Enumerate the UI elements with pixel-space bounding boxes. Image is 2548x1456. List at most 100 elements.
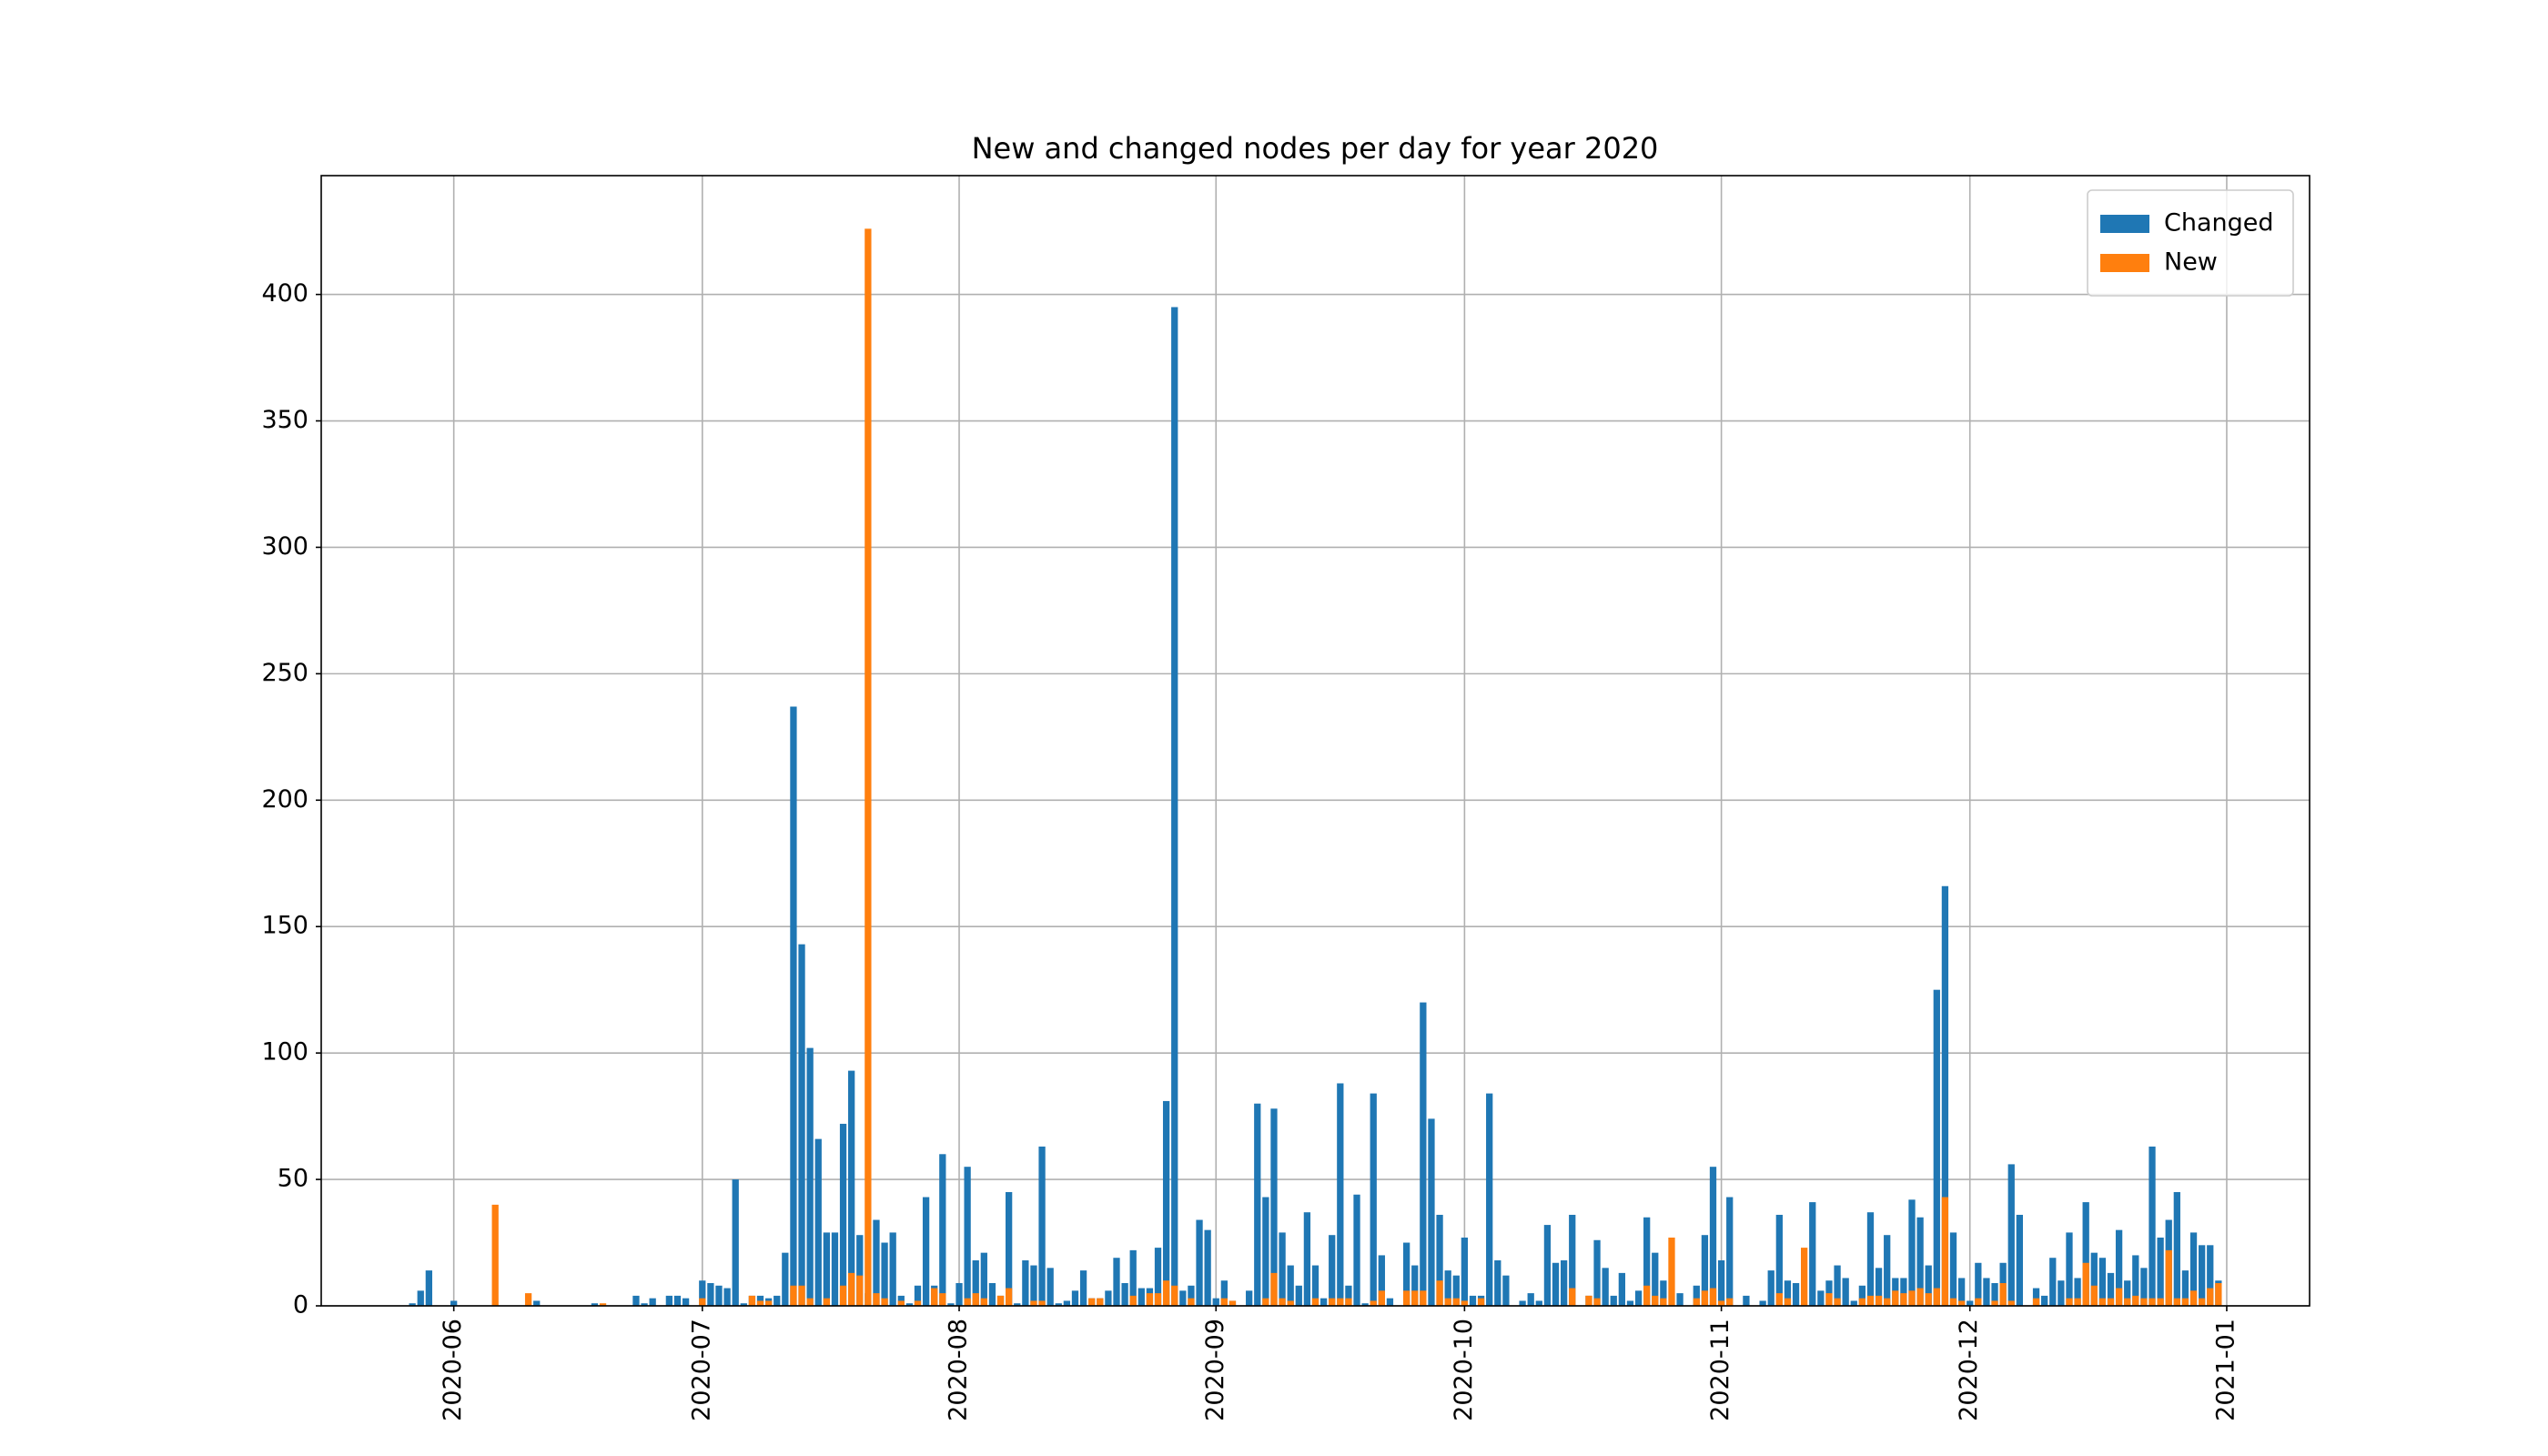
bar bbox=[2140, 1268, 2148, 1306]
bar bbox=[1925, 1265, 1932, 1306]
bar bbox=[1022, 1259, 1029, 1306]
x-tick-label: 2020-11 bbox=[1706, 1319, 1734, 1421]
bar bbox=[1337, 1083, 1344, 1306]
bar bbox=[1643, 1217, 1651, 1306]
bar bbox=[1320, 1298, 1328, 1306]
bar bbox=[1129, 1249, 1137, 1306]
bar bbox=[1378, 1255, 1385, 1306]
bar bbox=[1220, 1280, 1228, 1306]
bar bbox=[1220, 1298, 1228, 1306]
bar bbox=[632, 1295, 640, 1306]
bar bbox=[2173, 1298, 2180, 1306]
bar bbox=[1279, 1298, 1286, 1306]
bar bbox=[1436, 1214, 1443, 1306]
bar bbox=[2181, 1270, 2189, 1306]
bar bbox=[649, 1298, 656, 1306]
bar bbox=[2041, 1295, 2048, 1306]
bar bbox=[665, 1295, 673, 1306]
bar bbox=[764, 1300, 773, 1306]
bar bbox=[2007, 1300, 2015, 1306]
y-tick-label: 300 bbox=[261, 532, 308, 561]
bar bbox=[2090, 1252, 2098, 1306]
legend-label: Changed bbox=[2164, 209, 2274, 238]
bar bbox=[1444, 1270, 1451, 1306]
x-tick-label: 2020-09 bbox=[1201, 1319, 1229, 1421]
bar bbox=[524, 1293, 532, 1306]
bar bbox=[947, 1303, 955, 1306]
bar bbox=[1436, 1280, 1443, 1306]
bar bbox=[1759, 1300, 1766, 1306]
bar bbox=[1634, 1290, 1643, 1306]
bar bbox=[1196, 1219, 1203, 1306]
bar bbox=[2165, 1249, 2172, 1306]
bar bbox=[914, 1300, 922, 1306]
bar bbox=[1154, 1293, 1162, 1306]
chart-title: New and changed nodes per day for year 2… bbox=[972, 131, 1659, 166]
bar bbox=[2032, 1288, 2040, 1306]
bar bbox=[1452, 1275, 1460, 1306]
bar bbox=[839, 1285, 847, 1306]
bar bbox=[450, 1300, 458, 1306]
bar bbox=[756, 1300, 764, 1306]
y-tick-label: 50 bbox=[278, 1165, 308, 1193]
bar bbox=[1866, 1212, 1875, 1306]
bar bbox=[2016, 1214, 2023, 1306]
bar bbox=[1188, 1298, 1195, 1306]
bar bbox=[1569, 1214, 1576, 1306]
bar bbox=[1428, 1118, 1435, 1306]
bar bbox=[1411, 1265, 1419, 1306]
bar bbox=[1527, 1293, 1534, 1306]
bar bbox=[1775, 1214, 1783, 1306]
bar bbox=[1652, 1295, 1659, 1306]
bar bbox=[1593, 1239, 1601, 1306]
bar bbox=[1246, 1290, 1253, 1306]
bar bbox=[1875, 1268, 1883, 1306]
bar bbox=[1717, 1300, 1725, 1306]
bar bbox=[1063, 1300, 1071, 1306]
bar bbox=[1834, 1265, 1841, 1306]
bar bbox=[1162, 1100, 1170, 1306]
bar bbox=[1046, 1268, 1054, 1306]
bar bbox=[1999, 1282, 2007, 1306]
bar bbox=[939, 1154, 946, 1306]
bar bbox=[1179, 1290, 1187, 1306]
bar bbox=[2066, 1298, 2073, 1306]
y-tick-label: 250 bbox=[261, 659, 308, 687]
y-tick-label: 150 bbox=[261, 912, 308, 940]
bar bbox=[1775, 1293, 1783, 1306]
bar bbox=[1983, 1278, 1990, 1306]
bar bbox=[1129, 1295, 1137, 1306]
bar bbox=[905, 1303, 914, 1306]
bar bbox=[1908, 1199, 1916, 1306]
bar bbox=[848, 1070, 855, 1306]
bar bbox=[2066, 1232, 2073, 1306]
bar bbox=[409, 1303, 416, 1306]
bar bbox=[1121, 1282, 1128, 1306]
bar bbox=[1652, 1252, 1659, 1306]
bar bbox=[748, 1295, 756, 1306]
bar bbox=[2199, 1245, 2206, 1306]
bar bbox=[1279, 1232, 1286, 1306]
bar bbox=[2115, 1288, 2123, 1306]
bar bbox=[2074, 1278, 2081, 1306]
bar bbox=[1884, 1298, 1891, 1306]
bar bbox=[2132, 1255, 2139, 1306]
x-tick-label: 2020-12 bbox=[1955, 1319, 1983, 1421]
bar bbox=[2074, 1298, 2081, 1306]
bar bbox=[873, 1293, 880, 1306]
bar bbox=[1784, 1280, 1792, 1306]
bar bbox=[2098, 1298, 2107, 1306]
bar bbox=[790, 706, 797, 1306]
bar bbox=[1420, 1002, 1427, 1306]
bar bbox=[814, 1138, 822, 1306]
x-tick-label: 2020-10 bbox=[1450, 1319, 1478, 1421]
bar bbox=[914, 1285, 922, 1306]
bar bbox=[1097, 1298, 1104, 1306]
bar bbox=[972, 1293, 979, 1306]
bar bbox=[1311, 1298, 1320, 1306]
bar bbox=[1875, 1295, 1883, 1306]
bar bbox=[1519, 1300, 1526, 1306]
bar bbox=[1709, 1167, 1717, 1306]
bar bbox=[1660, 1280, 1667, 1306]
bar bbox=[1329, 1298, 1336, 1306]
